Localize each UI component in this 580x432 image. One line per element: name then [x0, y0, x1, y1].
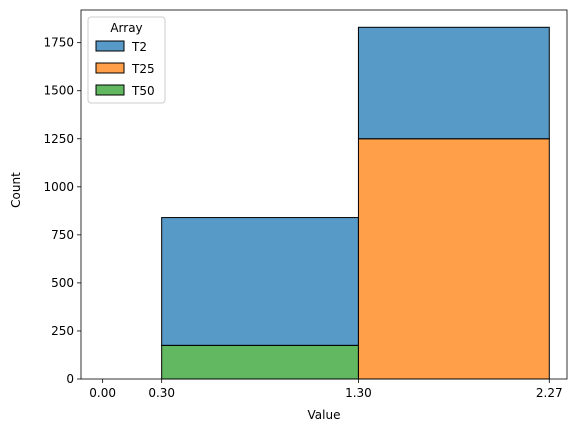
y-tick-label: 250 — [51, 324, 74, 338]
axes-layer: 0 250 500 750 1000 1250 1500 1750 0.00 0.30 1.30 2.… — [43, 9, 568, 400]
bars-layer — [161, 26, 550, 380]
y-tick-label: 1750 — [43, 36, 74, 50]
x-tick-label: 0.30 — [148, 386, 175, 400]
bar-t2-bin-2 — [357, 26, 550, 140]
legend-swatch-t50 — [95, 84, 125, 96]
bar-t25-bin-2 — [357, 138, 550, 380]
legend: Array T2 T25 T50 — [87, 16, 166, 104]
y-axis-title: Count — [9, 172, 23, 208]
x-tick-label: 0.00 — [89, 386, 116, 400]
y-tick-label: 750 — [51, 228, 74, 242]
plot-frame — [80, 9, 568, 380]
legend-label-t50: T50 — [131, 84, 155, 98]
y-tick-label: 1250 — [43, 132, 74, 146]
legend-title: Array — [110, 21, 142, 35]
y-tick-label: 1000 — [43, 180, 74, 194]
y-tick-label: 0 — [66, 372, 74, 386]
y-tick-label: 500 — [51, 276, 74, 290]
legend-box — [87, 16, 166, 104]
legend-label-t25: T25 — [131, 62, 155, 76]
x-tick-label: 1.30 — [345, 386, 372, 400]
y-tick-label: 1500 — [43, 84, 74, 98]
legend-swatch-t25 — [95, 62, 125, 74]
legend-label-t2: T2 — [131, 40, 147, 54]
x-axis-title: Value — [308, 408, 341, 422]
bar-t2-bin-1 — [161, 217, 359, 346]
bar-t50-bin-1 — [161, 344, 359, 380]
x-tick-label: 2.27 — [536, 386, 563, 400]
legend-swatch-t2 — [95, 40, 125, 52]
